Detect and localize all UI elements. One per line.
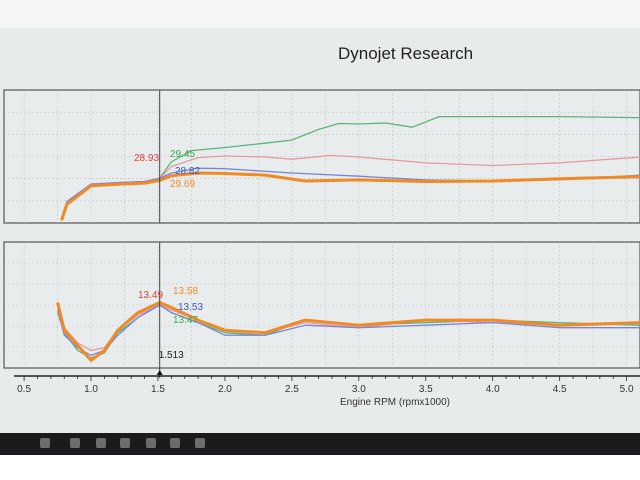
series-line-orange <box>56 301 640 362</box>
cursor-value-label: 13.49 <box>138 290 163 301</box>
cursor-value-label: 29.69 <box>170 179 195 190</box>
x-axis-tick-label: 3.5 <box>419 384 433 395</box>
x-axis-tick-label: 3.0 <box>352 384 366 395</box>
taskbar <box>0 433 640 455</box>
taskbar-app-icon[interactable] <box>195 438 205 448</box>
x-axis-tick-label: 2.0 <box>218 384 232 395</box>
taskbar-app-icon[interactable] <box>170 438 180 448</box>
monitor-top-edge <box>0 0 640 28</box>
taskbar-app-icon[interactable] <box>120 438 130 448</box>
power-chart: 28.93 29.45 28.82 29.69 <box>3 89 640 224</box>
cursor-value-label: 28.93 <box>134 153 159 164</box>
cursor-value-label: 13.53 <box>178 302 203 313</box>
cursor-marker <box>156 370 163 375</box>
taskbar-app-icon[interactable] <box>70 438 80 448</box>
series-line-blue <box>56 304 640 357</box>
x-axis-tick-label: 1.5 <box>151 384 165 395</box>
series-line-orange <box>60 171 640 221</box>
dyno-window: Dynojet Research 28.93 29.45 28.82 29.69 13… <box>0 28 640 433</box>
x-axis-tick-label: 2.5 <box>285 384 299 395</box>
photo-bottom-margin <box>0 455 640 480</box>
cursor-value-label: 29.45 <box>170 149 195 160</box>
x-axis-tick-label: 0.5 <box>17 384 31 395</box>
x-axis-tick-label: 5.0 <box>620 384 634 395</box>
window-title: Dynojet Research <box>338 44 474 63</box>
x-axis-tick-label: 4.5 <box>553 384 567 395</box>
cursor-value-label: 13.58 <box>173 286 198 297</box>
x-axis-tick-label: 4.0 <box>486 384 500 395</box>
taskbar-app-icon[interactable] <box>40 438 50 448</box>
plot-area <box>3 241 640 369</box>
taskbar-app-icon[interactable] <box>146 438 156 448</box>
cursor-value-label: 13.47 <box>173 315 198 326</box>
cursor-value-label: 28.82 <box>175 166 200 177</box>
x-axis-label: Engine RPM (rpmx1000) <box>340 397 450 408</box>
afr-chart: 13.49 13.58 13.53 13.47 0.5 1.0 1.5 2.0 2.5 3.0 3.… <box>3 241 640 408</box>
x-axis-tick-label: 1.0 <box>84 384 98 395</box>
cursor-rpm-label: 1.513 <box>159 350 184 361</box>
taskbar-app-icon[interactable] <box>96 438 106 448</box>
